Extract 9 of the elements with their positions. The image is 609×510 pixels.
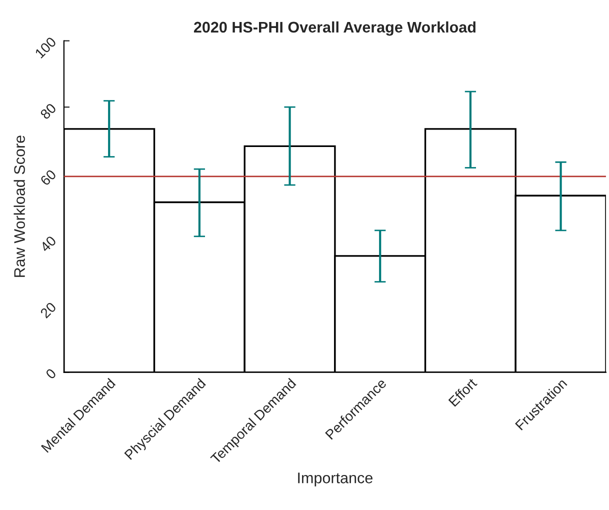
chart-title: 2020 HS-PHI Overall Average Workload (194, 21, 476, 36)
y-tick-label: 80 (40, 102, 57, 120)
y-tick-label: 60 (40, 169, 57, 186)
y-tick-label: 100 (34, 36, 57, 59)
x-axis-title: Importance (298, 472, 372, 486)
y-axis-title: Raw Workload Score (14, 136, 25, 277)
y-tick-label: 0 (45, 368, 57, 380)
y-tick-label: 20 (40, 302, 57, 319)
y-tick-label: 40 (39, 235, 57, 253)
